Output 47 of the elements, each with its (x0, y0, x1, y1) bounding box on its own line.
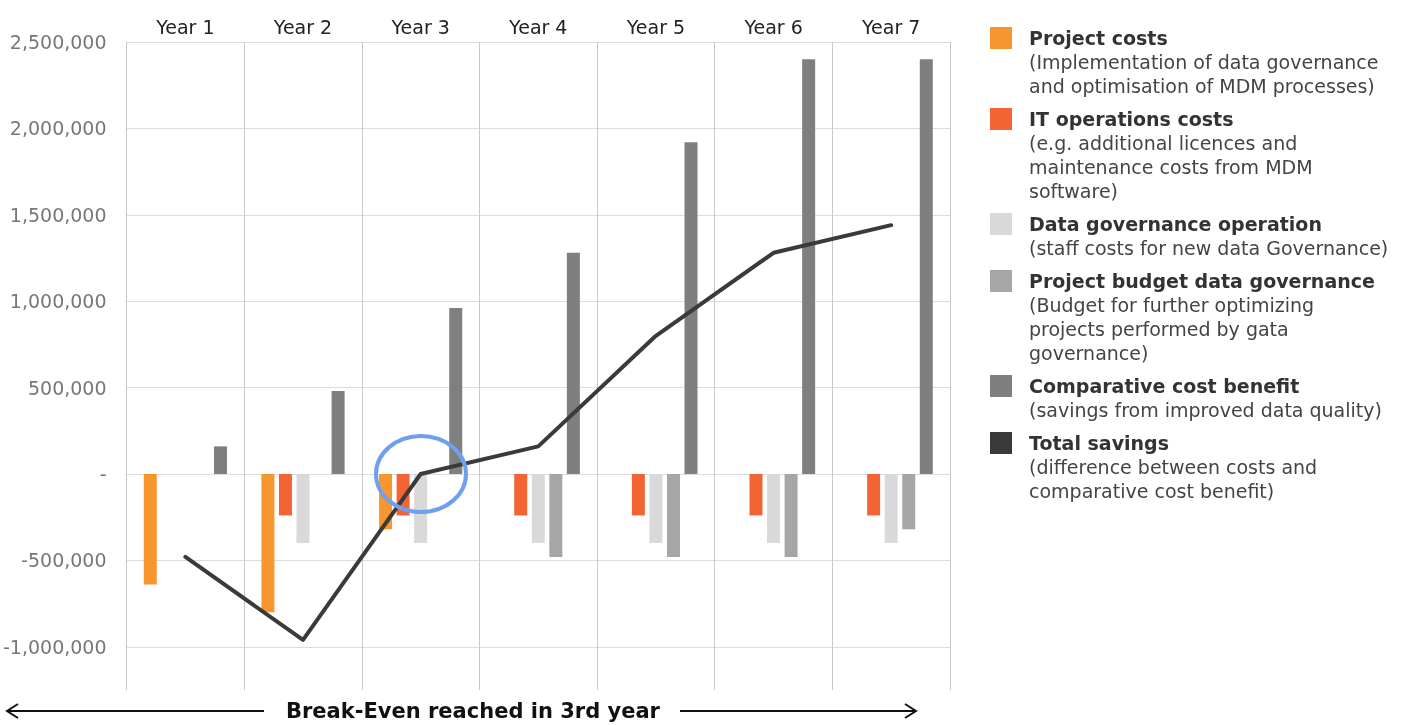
text: Break-Even reached in 3rd year (286, 699, 660, 723)
line-series (183, 223, 894, 642)
y-tick-label: 500,000 (27, 376, 107, 399)
bar (684, 142, 698, 474)
text: (staff costs for new data Governance) (1029, 236, 1389, 260)
bar (549, 474, 563, 557)
y-tick-label: 1,500,000 (9, 203, 107, 226)
legend-label: IT operations costs (1029, 107, 1235, 131)
y-tick-label: - (99, 463, 107, 485)
bar (261, 474, 275, 613)
legend-label: Total savings (1029, 431, 1170, 455)
bar (514, 474, 528, 516)
bar (749, 474, 763, 516)
bar (566, 252, 580, 474)
bar (802, 59, 816, 474)
y-tick-label: 2,000,000 (9, 117, 107, 140)
legend-label: Data governance operation (1029, 212, 1323, 236)
x-tick-label: Year 7 (861, 15, 921, 38)
x-tick-label: Year 3 (390, 15, 450, 38)
y-tick-label: 2,500,000 (9, 31, 107, 53)
bar (631, 474, 645, 516)
bar (331, 391, 345, 474)
y-tick-label: 1,000,000 (9, 290, 107, 313)
bar (449, 308, 463, 474)
bar (143, 474, 157, 585)
x-tick-label: Year 4 (508, 15, 568, 38)
y-tick-label: -1,000,000 (2, 635, 107, 658)
x-tick-label: Year 1 (155, 15, 215, 38)
text: (savings from improved data quality) (1029, 398, 1382, 422)
bar (784, 474, 798, 557)
bar (213, 446, 227, 474)
text: (difference between costs and comparative cost benefit) (1029, 455, 1319, 503)
legend-label: Project costs (1029, 26, 1169, 50)
text: (Implementation of data governance and optimisation of MDM processes) (1029, 50, 1380, 98)
x-tick-label: Year 6 (743, 15, 803, 38)
x-tick-label: Year 5 (625, 15, 686, 38)
bar (919, 59, 933, 474)
legend-label: Comparative cost benefit (1029, 374, 1301, 398)
text: (e.g. additional licences and maintenance costs from MDM software) (1029, 131, 1314, 203)
x-tick-label: Year 2 (272, 15, 333, 38)
bar (902, 474, 916, 530)
bar (867, 474, 881, 516)
bar (666, 474, 680, 557)
legend-label: Project budget data governance (1029, 269, 1376, 293)
bar (278, 474, 292, 516)
y-tick-label: -500,000 (21, 549, 107, 572)
text: (Budget for further optimizing projects performed by gata governance) (1029, 293, 1316, 365)
